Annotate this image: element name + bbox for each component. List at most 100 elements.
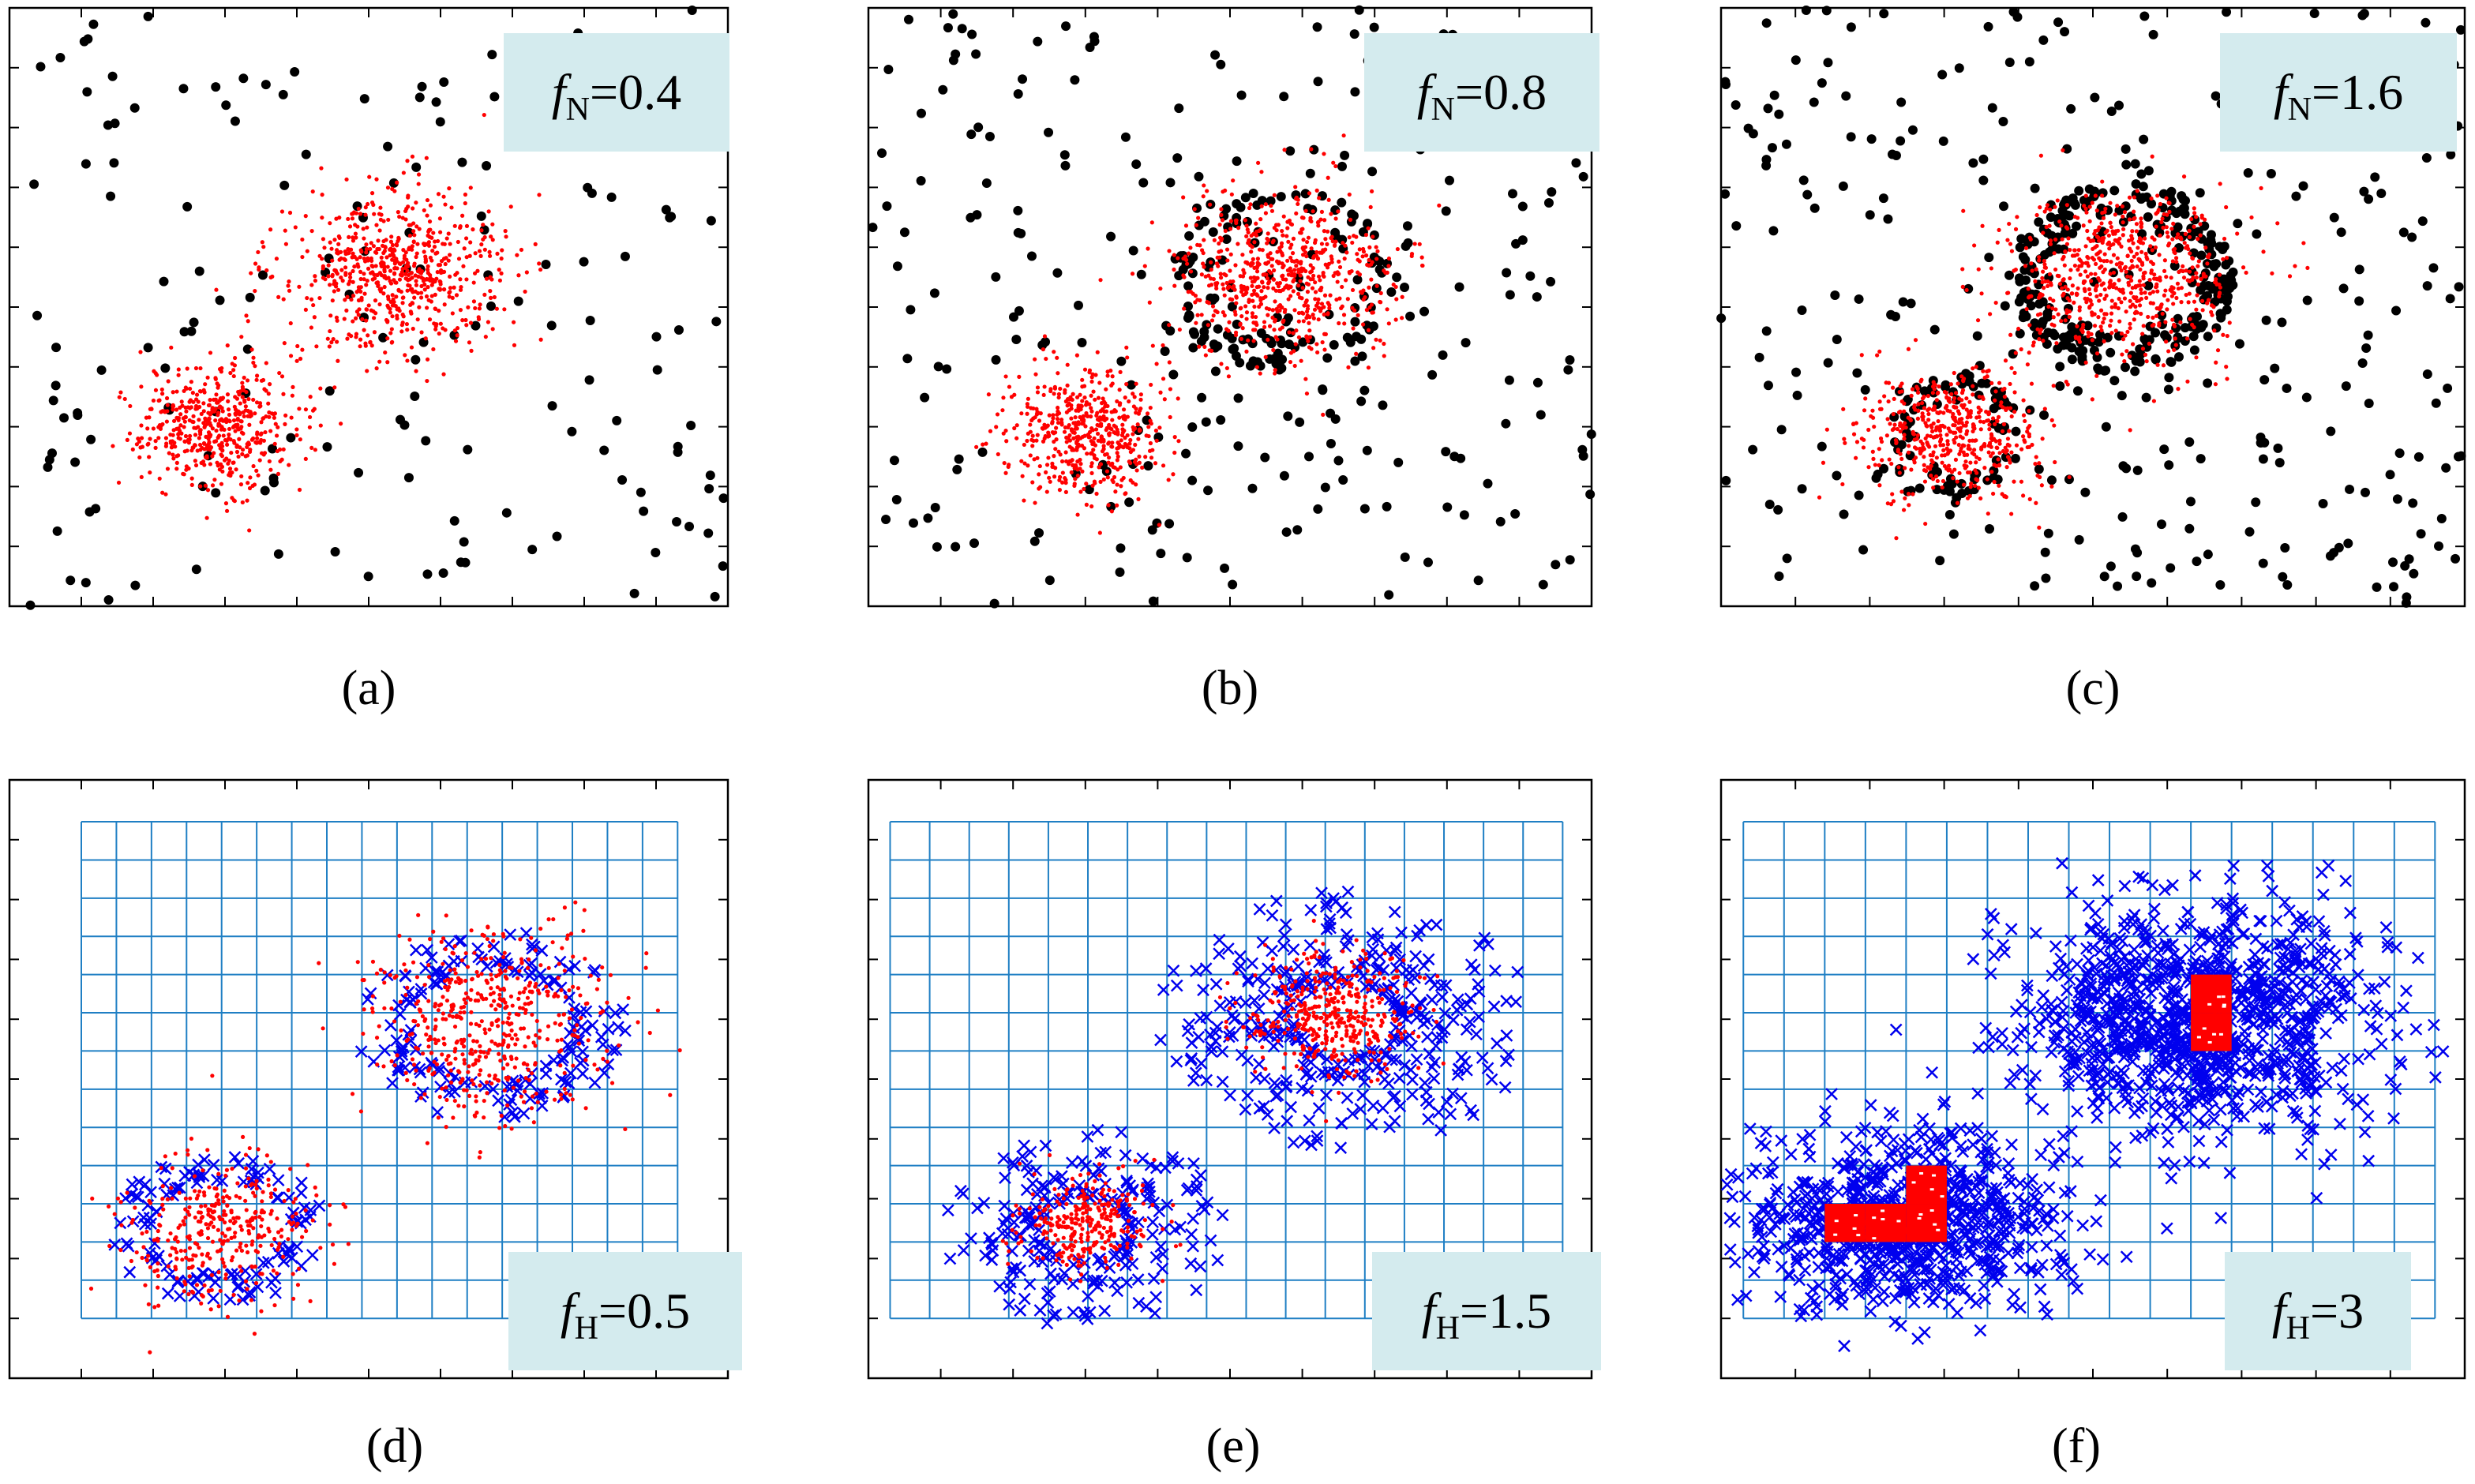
cluster-point (2089, 272, 2094, 276)
cluster-point (1194, 223, 1198, 227)
cluster-point (2007, 457, 2012, 462)
noise-point (1852, 368, 1862, 378)
cluster-point (312, 315, 317, 320)
cluster-point (407, 233, 413, 238)
cluster-point (1302, 303, 1307, 308)
cluster-point (2083, 206, 2088, 212)
cluster-point (409, 270, 414, 275)
cluster-point (1296, 291, 1301, 296)
cluster-point (287, 288, 292, 293)
cluster-point (226, 407, 231, 412)
cluster-point (1206, 301, 1211, 305)
cluster-point (1167, 360, 1172, 365)
cluster-point (1080, 384, 1085, 389)
parameter-label: fN=1.6 (2220, 33, 2457, 152)
cluster-point (1030, 433, 1035, 438)
cluster-point (268, 227, 273, 232)
cluster-point (464, 323, 469, 328)
cluster-point (2038, 153, 2043, 158)
cluster-point (1262, 320, 1267, 324)
cluster-point (1982, 444, 1987, 448)
cluster-point (1906, 450, 1911, 455)
noise-point (1313, 77, 1323, 87)
cluster-point (407, 247, 411, 252)
cluster-point (1063, 425, 1068, 430)
cluster-point (2072, 300, 2076, 305)
cluster-point (1382, 268, 1386, 273)
cluster-point (1986, 444, 1991, 448)
cluster-point (1320, 340, 1325, 345)
cluster-point (2094, 294, 2099, 299)
cluster-point (438, 268, 444, 273)
noise-point (1337, 197, 1347, 208)
cluster-point (1266, 281, 1271, 286)
cluster-point (362, 272, 366, 276)
cluster-point (2045, 203, 2049, 208)
cluster-point (1311, 266, 1315, 271)
cluster-point (2076, 268, 2080, 272)
cluster-point (1055, 355, 1059, 360)
noise-point (1131, 159, 1142, 169)
noise-point (1832, 470, 1842, 481)
cluster-point (2270, 271, 2274, 275)
cluster-point (1254, 221, 1258, 226)
cluster-point (236, 454, 241, 459)
cluster-point (1982, 466, 1987, 470)
cluster-point (1041, 347, 1046, 352)
cluster-point (2222, 236, 2227, 242)
cluster-point (2143, 290, 2147, 295)
cluster-point (283, 242, 289, 246)
noise-point (1052, 268, 1063, 278)
cluster-point (342, 317, 347, 321)
cluster-point (2119, 331, 2124, 336)
cluster-point (2116, 228, 2121, 233)
cluster-point (1948, 409, 1952, 414)
cluster-point (303, 307, 308, 313)
cluster-point (2029, 294, 2034, 298)
cluster-point (2166, 298, 2170, 302)
cluster-point (1301, 215, 1306, 220)
cluster-point (1125, 355, 1130, 360)
cluster-point (308, 395, 313, 399)
cluster-point (2154, 313, 2159, 318)
noise-point (1906, 298, 1916, 309)
cluster-point (1292, 363, 1297, 369)
cluster-point (2122, 358, 2127, 364)
cluster-point (477, 306, 482, 311)
noise-point (1441, 447, 1451, 457)
cluster-point (1340, 304, 1344, 309)
noise-point (1013, 89, 1023, 99)
cluster-point (219, 444, 225, 448)
cluster-point (433, 292, 437, 297)
noise-point (2185, 497, 2196, 507)
noise-point (943, 23, 953, 33)
cluster-point (347, 250, 351, 255)
noise-point (2166, 186, 2177, 197)
cluster-point (1929, 425, 1934, 429)
cluster-point (1959, 403, 1964, 408)
cluster-point (1038, 485, 1043, 489)
cluster-point (279, 209, 285, 214)
cluster-point (320, 215, 324, 220)
noise-point (1809, 203, 1820, 213)
noise-point (290, 67, 300, 77)
cluster-point (1239, 336, 1244, 341)
cluster-point (189, 482, 194, 487)
noise-point (1357, 351, 1367, 362)
cluster-point (1131, 432, 1135, 437)
cluster-point (1333, 163, 1338, 169)
noise-point (1034, 528, 1044, 538)
cluster-point (441, 242, 445, 246)
cluster-point (1912, 437, 1917, 442)
cluster-point (1391, 282, 1396, 287)
noise-point (2251, 497, 2261, 508)
cluster-point (239, 335, 244, 339)
cluster-point (2192, 206, 2196, 211)
noise-point (636, 487, 646, 497)
cluster-point (460, 213, 465, 218)
cluster-point (2090, 397, 2094, 402)
noise-point (1041, 337, 1051, 347)
cluster-point (1221, 287, 1226, 291)
cluster-point (428, 275, 433, 280)
cluster-point (2109, 224, 2113, 230)
